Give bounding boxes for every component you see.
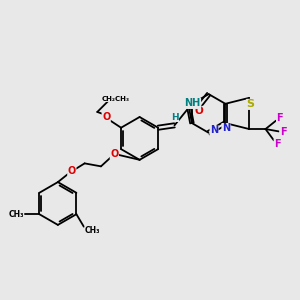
Text: NH: NH: [184, 98, 201, 109]
Text: O: O: [102, 112, 110, 122]
Text: CH₂CH₃: CH₂CH₃: [102, 96, 130, 102]
Text: H: H: [171, 112, 178, 122]
Text: H: H: [171, 112, 178, 122]
Text: imine: imine: [193, 101, 197, 102]
Text: O: O: [68, 167, 76, 176]
Text: O: O: [195, 106, 203, 116]
Text: CH₃: CH₃: [85, 226, 100, 235]
Text: F: F: [280, 127, 286, 137]
Text: F: F: [277, 113, 283, 123]
Text: N: N: [210, 125, 218, 135]
Text: S: S: [247, 99, 255, 110]
Text: F: F: [274, 139, 281, 149]
Text: N: N: [222, 124, 230, 134]
Text: O: O: [110, 149, 118, 159]
Text: CH₃: CH₃: [8, 210, 24, 219]
